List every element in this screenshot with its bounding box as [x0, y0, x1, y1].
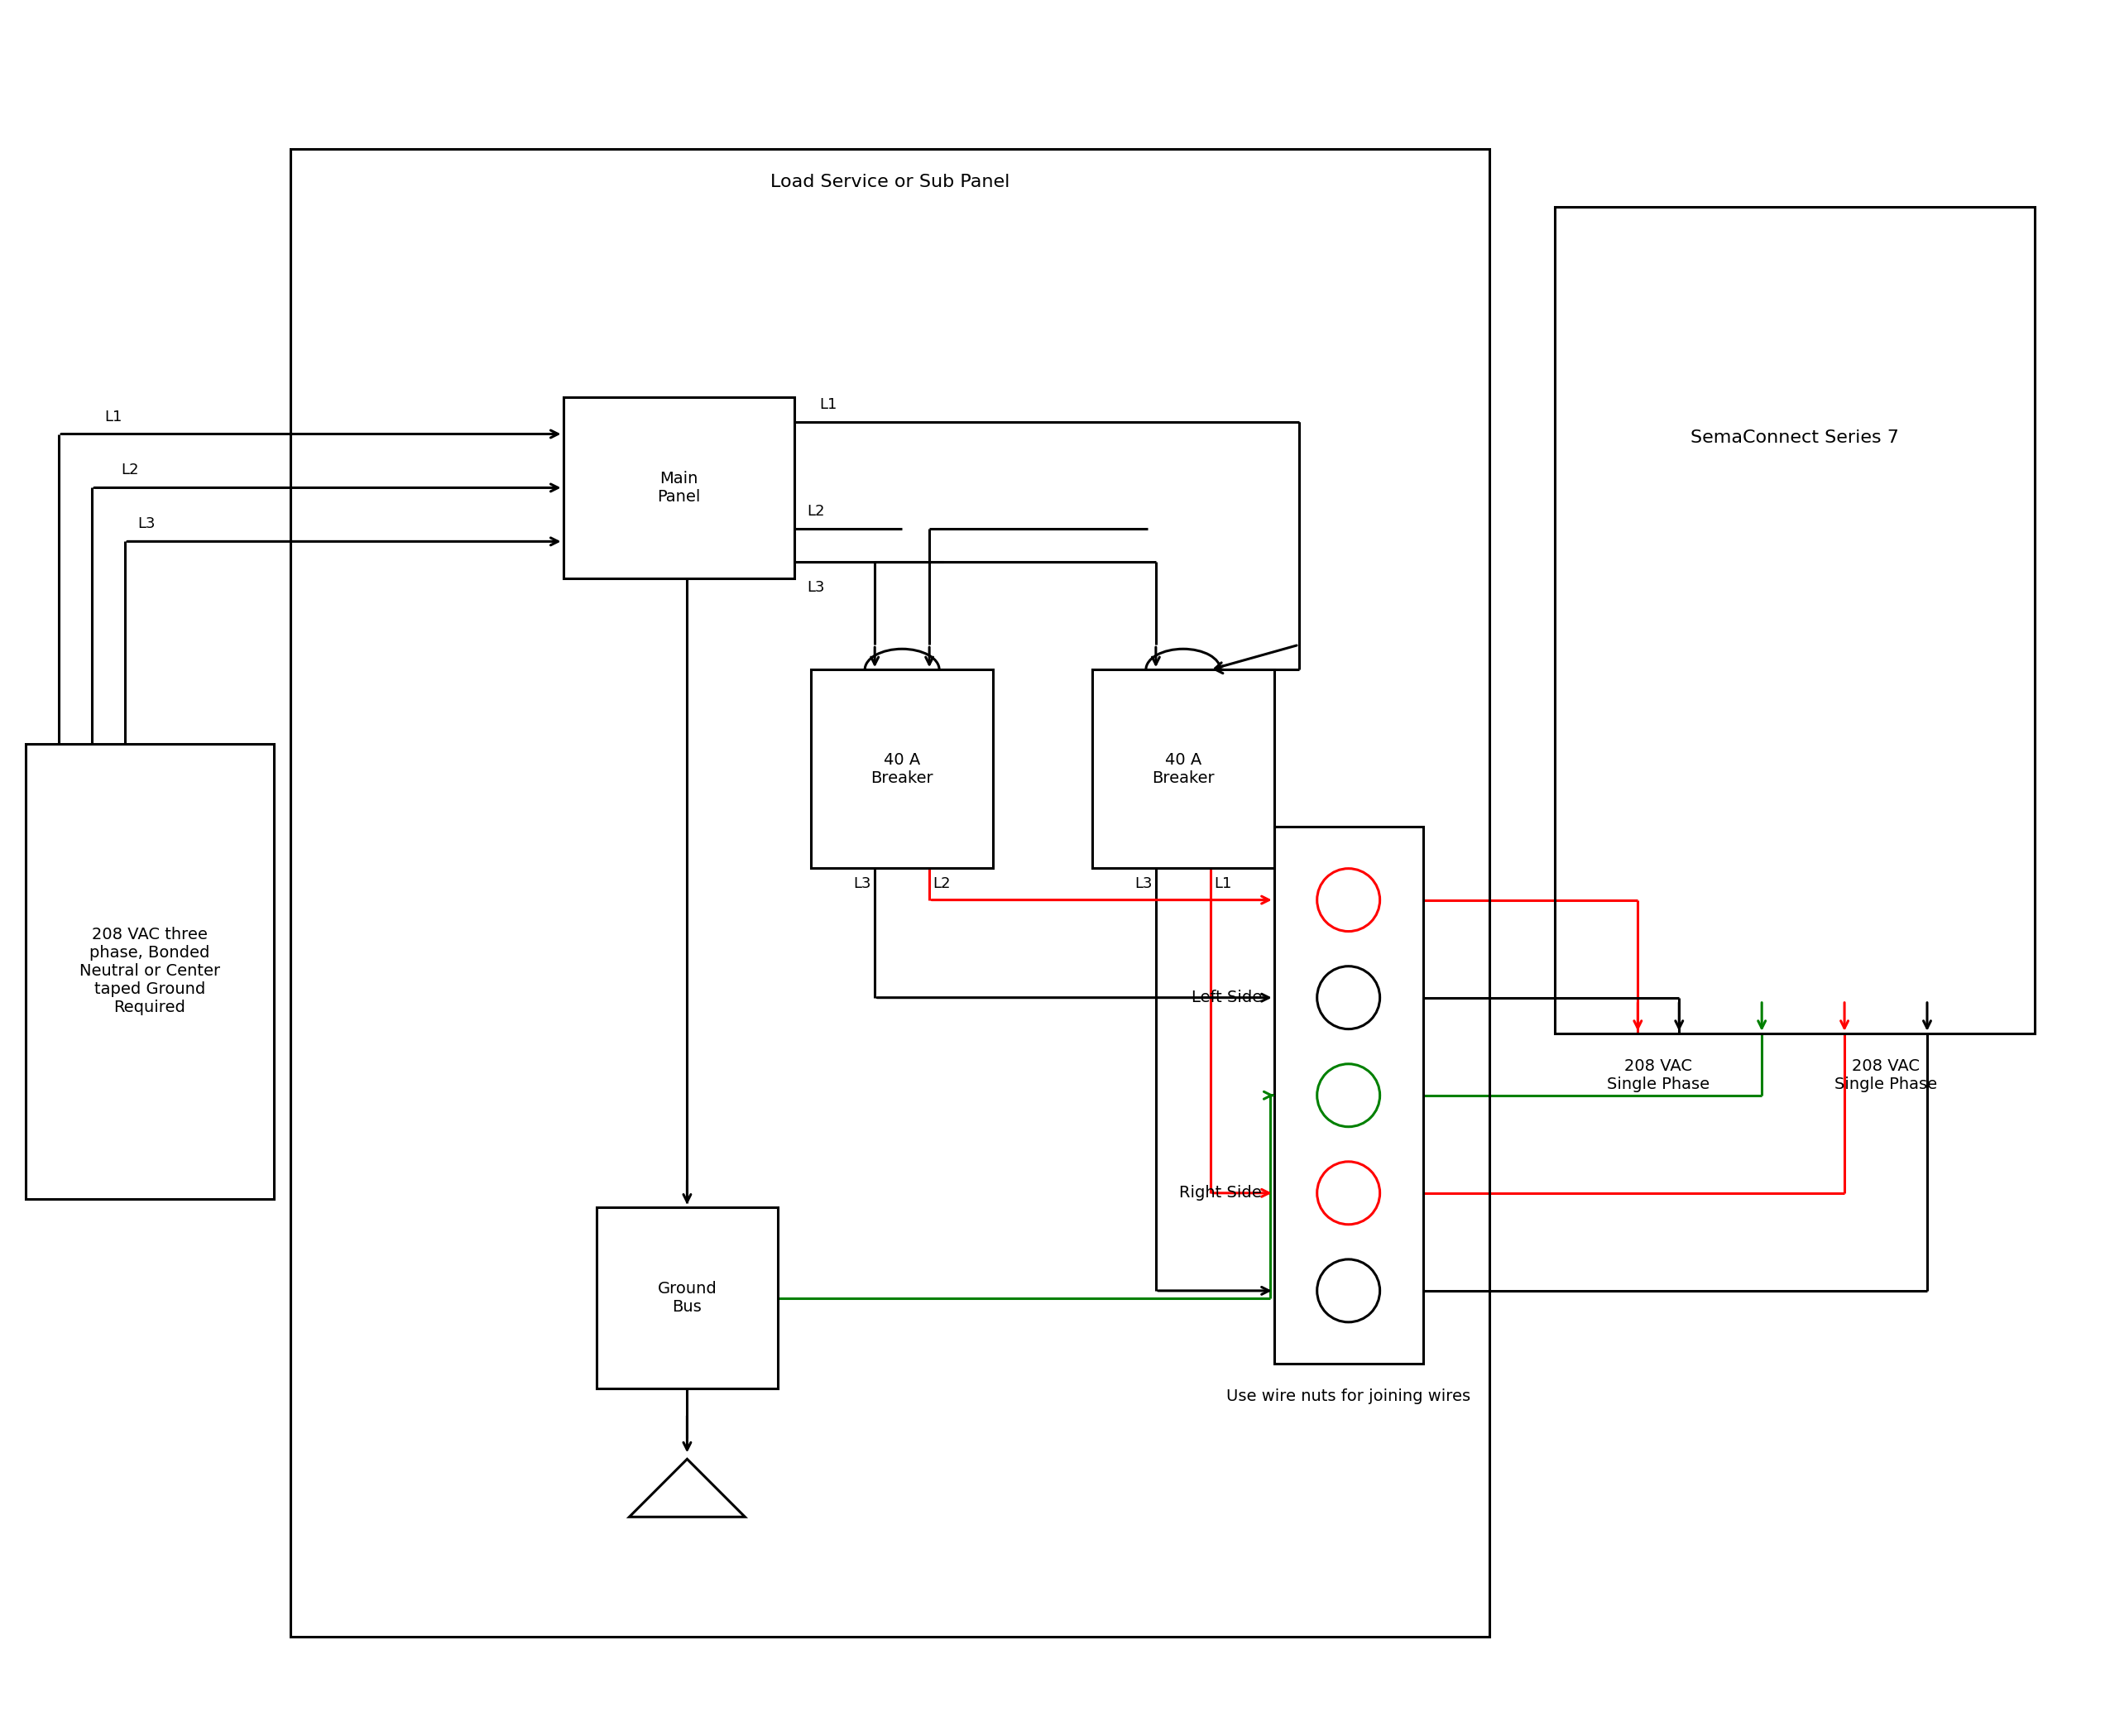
Text: Left Side: Left Side [1192, 990, 1262, 1005]
Text: Load Service or Sub Panel: Load Service or Sub Panel [770, 174, 1009, 191]
Text: L2: L2 [806, 503, 825, 519]
Text: 208 VAC
Single Phase: 208 VAC Single Phase [1834, 1059, 1937, 1092]
FancyBboxPatch shape [597, 1207, 779, 1389]
Text: L3: L3 [137, 517, 156, 531]
FancyBboxPatch shape [25, 745, 274, 1198]
Text: Main
Panel: Main Panel [656, 470, 701, 505]
Text: 40 A
Breaker: 40 A Breaker [1152, 752, 1215, 786]
Text: L1: L1 [819, 398, 838, 411]
Text: 208 VAC three
phase, Bonded
Neutral or Center
taped Ground
Required: 208 VAC three phase, Bonded Neutral or C… [80, 927, 219, 1016]
Text: Right Side: Right Side [1179, 1186, 1262, 1201]
Text: 40 A
Breaker: 40 A Breaker [871, 752, 933, 786]
FancyBboxPatch shape [563, 398, 795, 578]
Text: Use wire nuts for joining wires: Use wire nuts for joining wires [1226, 1389, 1471, 1404]
Text: 208 VAC
Single Phase: 208 VAC Single Phase [1608, 1059, 1709, 1092]
Text: L1: L1 [1213, 877, 1232, 891]
Text: L3: L3 [806, 580, 825, 595]
FancyBboxPatch shape [1093, 670, 1274, 868]
Text: L1: L1 [103, 410, 122, 424]
Text: L3: L3 [852, 877, 871, 891]
Text: SemaConnect Series 7: SemaConnect Series 7 [1690, 431, 1899, 446]
Text: L2: L2 [933, 877, 952, 891]
Text: L2: L2 [120, 464, 139, 477]
FancyBboxPatch shape [810, 670, 994, 868]
Text: Ground
Bus: Ground Bus [658, 1281, 717, 1314]
Text: L3: L3 [1135, 877, 1152, 891]
